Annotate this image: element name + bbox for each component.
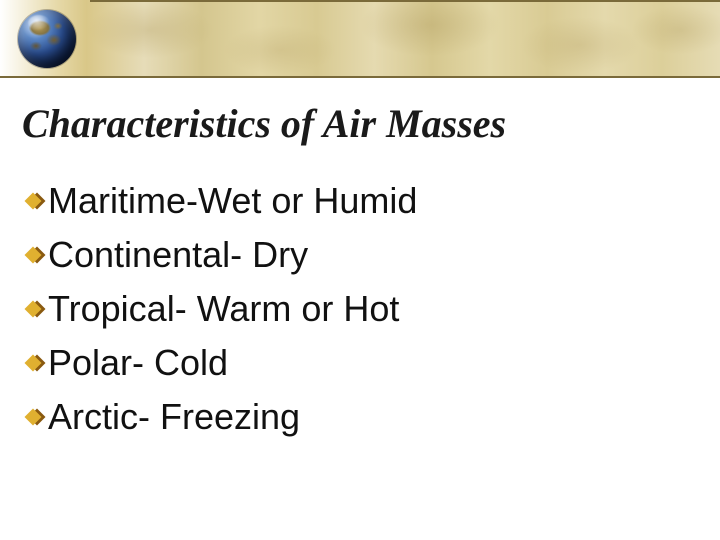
bullet-list: Maritime-Wet or Humid Continental- Dry T…	[26, 175, 417, 445]
list-item: Maritime-Wet or Humid	[26, 175, 417, 227]
slide-title: Characteristics of Air Masses	[22, 100, 506, 147]
bullet-icon	[26, 246, 44, 264]
banner-bottom-rule	[0, 76, 720, 78]
bullet-label: Tropical- Warm or Hot	[48, 283, 399, 335]
banner-top-rule	[90, 0, 720, 2]
bullet-label: Arctic- Freezing	[48, 391, 300, 443]
list-item: Continental- Dry	[26, 229, 417, 281]
bullet-icon	[26, 300, 44, 318]
bullet-icon	[26, 408, 44, 426]
banner	[0, 0, 720, 78]
bullet-label: Continental- Dry	[48, 229, 308, 281]
globe-icon	[18, 10, 76, 68]
slide: Characteristics of Air Masses Maritime-W…	[0, 0, 720, 540]
bullet-icon	[26, 354, 44, 372]
list-item: Arctic- Freezing	[26, 391, 417, 443]
bullet-label: Maritime-Wet or Humid	[48, 175, 417, 227]
bullet-label: Polar- Cold	[48, 337, 228, 389]
bullet-icon	[26, 192, 44, 210]
list-item: Polar- Cold	[26, 337, 417, 389]
list-item: Tropical- Warm or Hot	[26, 283, 417, 335]
